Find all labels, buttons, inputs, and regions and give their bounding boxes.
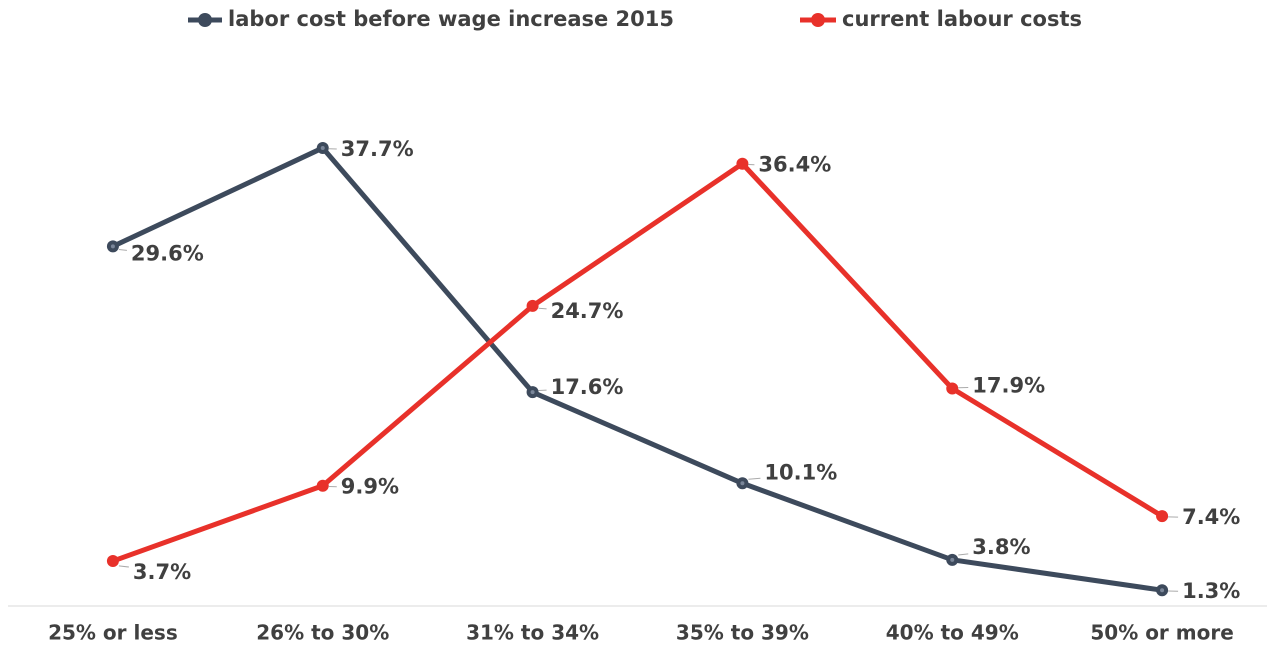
series-line xyxy=(111,145,1163,593)
point xyxy=(1156,510,1169,523)
leader-line xyxy=(958,553,969,556)
data-label: 17.6% xyxy=(551,375,624,399)
data-label: 1.3% xyxy=(1182,579,1240,603)
point-center xyxy=(320,145,325,150)
data-label: 29.6% xyxy=(131,241,204,265)
data-label: 7.4% xyxy=(1182,505,1240,529)
point xyxy=(106,555,119,568)
point xyxy=(316,479,329,492)
point-center xyxy=(950,557,955,562)
x-tick-label: 31% to 34% xyxy=(466,621,599,645)
data-label: 9.9% xyxy=(341,475,399,499)
leader-line xyxy=(538,307,547,310)
point-center xyxy=(530,390,535,395)
point xyxy=(736,157,749,170)
leader-line xyxy=(118,249,127,251)
point xyxy=(946,382,959,395)
data-label: 10.1% xyxy=(764,460,837,484)
data-label: 3.8% xyxy=(972,535,1030,559)
legend-label: labor cost before wage increase 2015 xyxy=(228,7,674,31)
data-label: 17.9% xyxy=(972,374,1045,398)
legend-marker xyxy=(198,13,212,27)
point-center xyxy=(1160,588,1165,593)
point xyxy=(526,299,539,312)
x-tick-label: 25% or less xyxy=(48,621,178,645)
point-center xyxy=(110,244,115,249)
series-line xyxy=(112,161,1164,564)
leader-line xyxy=(748,477,761,480)
point-center xyxy=(740,481,745,486)
data-label: 36.4% xyxy=(758,153,831,177)
x-tick-label: 50% or more xyxy=(1090,621,1233,645)
leader-line xyxy=(118,565,129,568)
x-tick-label: 26% to 30% xyxy=(256,621,389,645)
legend-label: current labour costs xyxy=(842,7,1082,31)
data-label: 24.7% xyxy=(551,299,624,323)
x-tick-label: 40% to 49% xyxy=(886,621,1019,645)
data-label: 3.7% xyxy=(133,560,191,584)
data-label: 37.7% xyxy=(341,137,414,161)
legend-marker xyxy=(811,13,825,27)
x-tick-label: 35% to 39% xyxy=(676,621,809,645)
